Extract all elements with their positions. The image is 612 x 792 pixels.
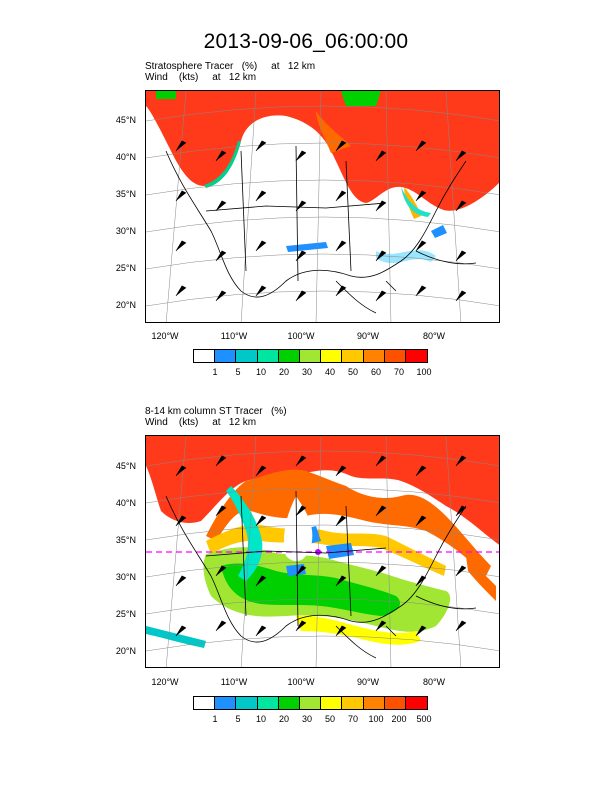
- map-panel-stratosphere-tracer: [145, 90, 500, 323]
- lat-label-35n: 35°N: [115, 535, 136, 545]
- colorbar-label: 70: [347, 714, 358, 724]
- colorbar-panel1: [193, 349, 429, 363]
- colorbar-label: 50: [347, 367, 358, 377]
- colorbar-swatch: [236, 350, 258, 362]
- panel2-title-line1: 8-14 km column ST Tracer (%): [145, 406, 287, 417]
- lat-label-45n: 45°N: [115, 461, 136, 471]
- lat-label-25n: 25°N: [115, 609, 136, 619]
- colorbar-swatch: [321, 350, 343, 362]
- colorbar-swatch: [257, 697, 279, 709]
- colorbar-swatch: [215, 697, 237, 709]
- colorbar-swatch: [299, 697, 322, 709]
- panel1-title-line2: Wind (kts) at 12 km: [145, 72, 257, 83]
- lat-label-40n: 40°N: [115, 498, 136, 508]
- colorbar-label: 500: [416, 714, 432, 724]
- colorbar-swatch: [321, 697, 343, 709]
- colorbar-label: 100: [368, 714, 384, 724]
- lon-label-110w: 110°W: [220, 331, 248, 341]
- lon-label-100w: 100°W: [287, 677, 315, 687]
- colorbar-label: 10: [255, 367, 266, 377]
- colorbar-swatch: [215, 350, 237, 362]
- lon-label-80w: 80°W: [422, 331, 446, 341]
- colorbar-panel2: [193, 696, 429, 710]
- lat-label-45n: 45°N: [115, 115, 136, 125]
- colorbar-label: 1: [212, 714, 218, 724]
- colorbar-label: 5: [235, 714, 241, 724]
- colorbar-swatch: [342, 697, 364, 709]
- lat-label-25n: 25°N: [115, 263, 136, 273]
- colorbar-swatch: [363, 350, 385, 362]
- map-panel-column-st-tracer: [145, 435, 500, 668]
- page-title: 2013-09-06_06:00:00: [203, 30, 409, 53]
- panel1-title-line1: Stratosphere Tracer (%) at 12 km: [145, 61, 316, 72]
- lon-label-110w: 110°W: [220, 677, 248, 687]
- colorbar-swatch: [384, 350, 406, 362]
- panel2-title-line2: Wind (kts) at 12 km: [145, 417, 257, 428]
- colorbar-label: 100: [416, 367, 432, 377]
- lat-label-40n: 40°N: [115, 152, 136, 162]
- lat-label-20n: 20°N: [115, 646, 136, 656]
- colorbar-swatch: [194, 350, 216, 362]
- colorbar-label: 70: [393, 367, 404, 377]
- colorbar-swatch: [299, 350, 322, 362]
- colorbar-swatch: [405, 350, 428, 362]
- colorbar-label: 5: [235, 367, 241, 377]
- lat-label-30n: 30°N: [115, 572, 136, 582]
- colorbar-label: 60: [370, 367, 381, 377]
- colorbar-label: 1: [212, 367, 218, 377]
- colorbar-swatch: [194, 697, 216, 709]
- colorbar-swatch: [257, 350, 279, 362]
- colorbar-label: 200: [391, 714, 407, 724]
- lon-label-120w: 120°W: [151, 677, 179, 687]
- colorbar-label: 20: [278, 714, 289, 724]
- colorbar-label: 50: [324, 714, 335, 724]
- colorbar-swatch: [405, 697, 428, 709]
- colorbar-label: 20: [278, 367, 289, 377]
- lat-label-30n: 30°N: [115, 226, 136, 236]
- colorbar-swatch: [363, 697, 385, 709]
- lat-label-35n: 35°N: [115, 189, 136, 199]
- colorbar-label: 30: [301, 367, 312, 377]
- lon-label-100w: 100°W: [287, 331, 315, 341]
- lon-label-90w: 90°W: [356, 677, 380, 687]
- colorbar-label: 30: [301, 714, 312, 724]
- colorbar-label: 10: [255, 714, 266, 724]
- colorbar-label: 40: [324, 367, 335, 377]
- lon-label-90w: 90°W: [356, 331, 380, 341]
- colorbar-swatch: [236, 697, 258, 709]
- colorbar-swatch: [384, 697, 406, 709]
- colorbar-swatch: [342, 350, 364, 362]
- lon-label-80w: 80°W: [422, 677, 446, 687]
- lon-label-120w: 120°W: [151, 331, 179, 341]
- lat-label-20n: 20°N: [115, 300, 136, 310]
- colorbar-swatch: [278, 697, 300, 709]
- colorbar-swatch: [278, 350, 300, 362]
